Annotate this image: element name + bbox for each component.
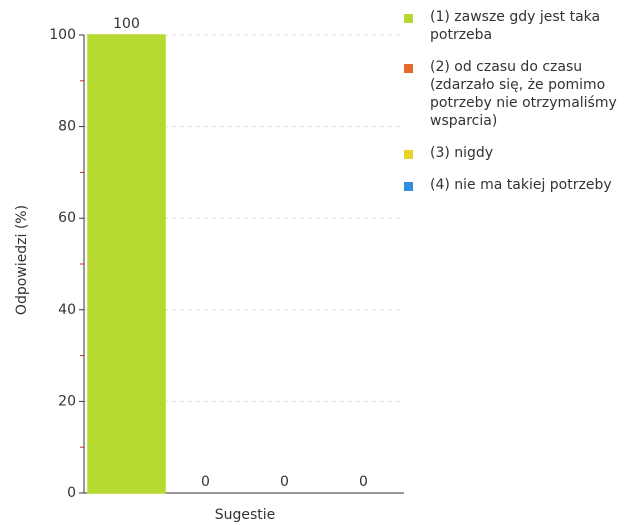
value-label: 0 [201,474,210,490]
legend-item: (3) nigdy [404,144,626,162]
value-label: 0 [359,474,368,490]
legend-item: (2) od czasu do czasu (zdarzało się, że … [404,58,626,130]
legend-label: (4) nie ma takiej potrzeby [430,177,612,193]
y-axis-label: Odpowiedzi (%) [14,205,30,315]
legend-swatch [404,182,413,191]
legend-label: (3) nigdy [430,145,494,161]
x-axis-label: Sugestie [215,507,276,523]
y-tick-label: 100 [49,27,76,43]
y-tick-label: 40 [58,302,76,318]
y-tick-label: 60 [58,210,76,226]
y-tick-label: 0 [67,485,76,501]
value-label: 0 [280,474,289,490]
legend-item: (1) zawsze gdy jest taka potrzeba [404,8,626,44]
legend-label: (2) od czasu do czasu (zdarzało się, że … [430,59,617,129]
y-tick-label: 20 [58,393,76,409]
legend: (1) zawsze gdy jest taka potrzeba (2) od … [404,8,626,194]
chart: Odpowiedzi (%) Sugestie 0 20 40 60 80 100 100 0… [14,16,404,523]
value-label: 100 [113,16,140,32]
bar [87,34,166,494]
legend-label: (1) zawsze gdy jest taka potrzeba [430,9,601,43]
legend-item: (4) nie ma takiej potrzeby [404,176,626,194]
legend-swatch [404,150,413,159]
legend-swatch [404,14,413,23]
legend-swatch [404,64,413,73]
y-tick-label: 80 [58,119,76,135]
